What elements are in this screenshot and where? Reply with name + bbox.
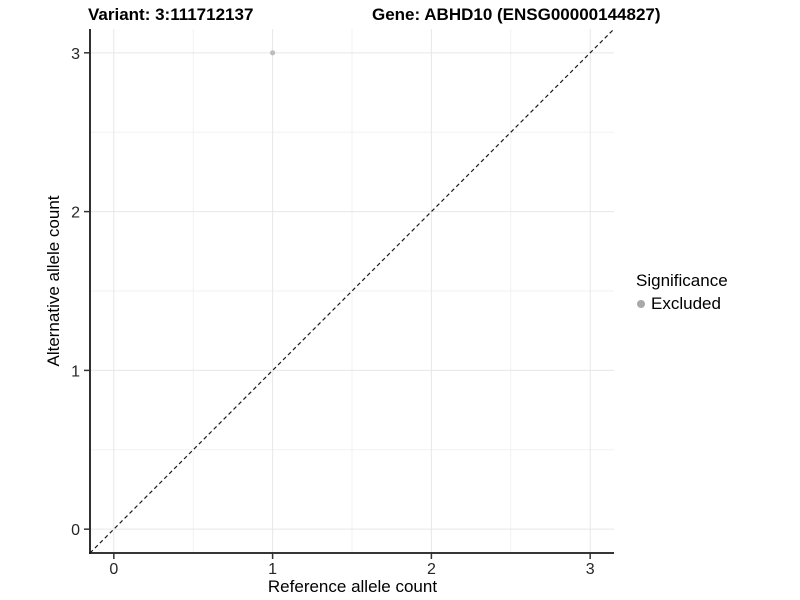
y-tick-label: 2 [71,205,80,222]
y-tick-label: 0 [71,522,80,539]
identity-reference-line [89,28,615,554]
y-tick-label: 1 [71,363,80,380]
x-tick-label: 0 [109,561,118,578]
plot-title-gene: Gene: ABHD10 (ENSG00000144827) [372,5,661,24]
y-axis-title: Alternative allele count [44,195,63,367]
x-tick-label: 2 [427,561,436,578]
legend-item-excluded: Excluded [636,294,728,314]
data-point [270,50,276,56]
x-tick-label: 3 [586,561,595,578]
legend-point-icon [637,300,645,308]
x-axis-title: Reference allele count [267,577,438,596]
legend-title: Significance [636,271,728,290]
legend: Significance Excluded [636,271,728,314]
plot-title-variant: Variant: 3:111712137 [88,5,254,24]
y-tick-label: 3 [71,46,80,63]
x-tick-label: 1 [268,561,277,578]
legend-item-label: Excluded [651,294,721,313]
